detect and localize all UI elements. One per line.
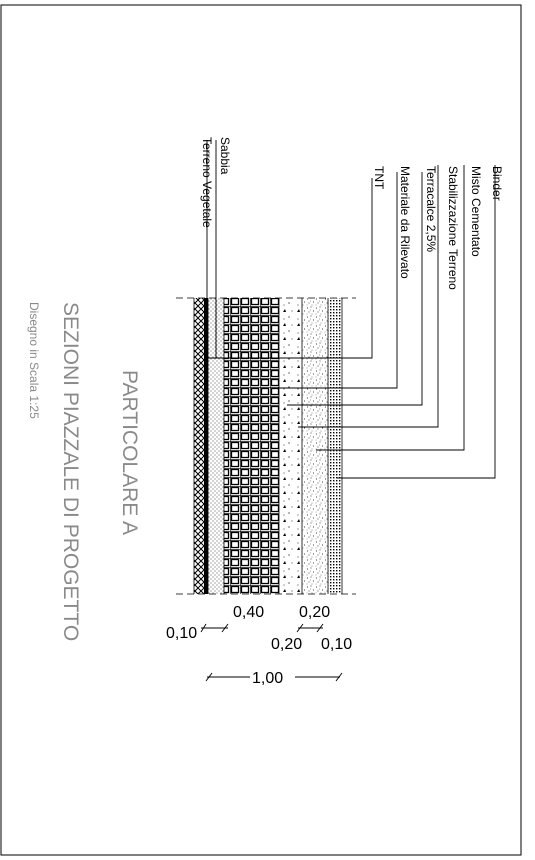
label-misto-cementato: Misto Cementato — [469, 166, 483, 257]
label-terracalce: Terracalce 2,5% — [424, 166, 438, 252]
section-layers — [176, 297, 356, 595]
title-particolare: PARTICOLARE A — [118, 370, 141, 535]
layer-stabilizzazione — [279, 298, 302, 594]
dim-misto-cementato: 0,20 — [271, 636, 302, 653]
break-lines — [176, 297, 356, 595]
title-sezioni: SEZIONI PIAZZALE DI PROGETTO — [59, 302, 82, 641]
sheet-border — [0, 4, 522, 856]
layer-tnt-line — [204, 298, 208, 594]
dimension-lines — [200, 623, 343, 682]
layer-misto-cementato — [302, 298, 328, 594]
layer-binder — [328, 298, 342, 594]
label-terreno-vegetale: Terreno Vegetale — [200, 137, 214, 228]
label-stabilizzazione-terreno: Stabilizzazione Terreno — [446, 166, 460, 290]
scale-note: Disegno in Scala 1:25 — [27, 302, 41, 419]
label-tnt: TNT — [372, 166, 386, 190]
dim-total: 1,00 — [252, 670, 283, 687]
dim-rilevato: 0,40 — [233, 604, 264, 621]
label-materiale-rilevato: Materiale da Rilevato — [398, 166, 412, 279]
dim-stabilizzazione: 0,20 — [299, 604, 330, 621]
label-binder: Binder — [490, 166, 504, 201]
layer-materiale-rilevato — [224, 298, 279, 594]
label-sabbia: Sabbia — [218, 137, 232, 175]
layer-sabbia — [208, 298, 224, 594]
leader-lines — [206, 140, 496, 479]
dim-binder: 0,10 — [321, 636, 352, 653]
dim-terreno-vegetale: 0,10 — [166, 625, 197, 642]
